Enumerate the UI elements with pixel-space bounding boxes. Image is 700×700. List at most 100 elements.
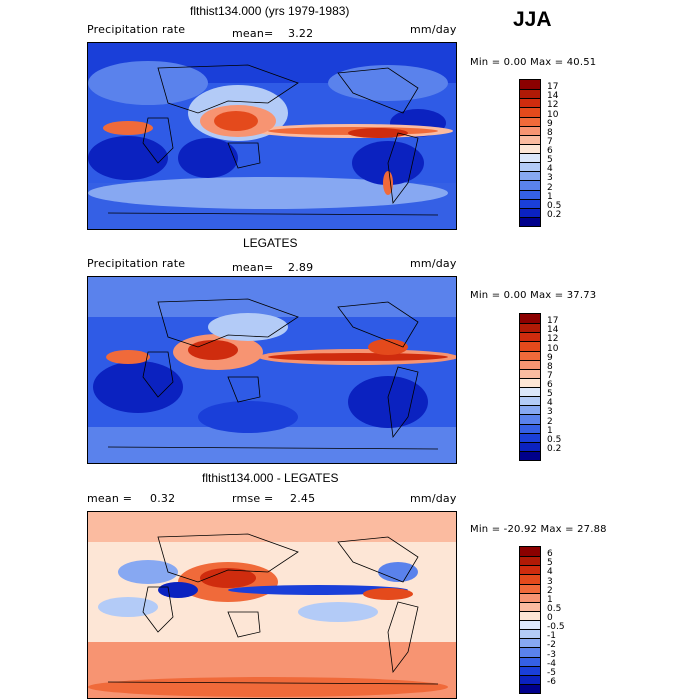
panel-2-title: LEGATES — [243, 236, 298, 250]
colorbar-tick-label: 0.5 — [547, 603, 562, 614]
colorbar-tick-label: 12 — [547, 100, 559, 111]
colorbar-swatch — [520, 450, 540, 460]
colorbar-swatch — [520, 683, 540, 693]
panel-1-title: flthist134.000 (yrs 1979-1983) — [190, 4, 350, 18]
colorbar-tick-label: 4 — [547, 398, 553, 409]
colorbar-tick-label: 0.2 — [547, 209, 562, 220]
colorbar-swatch — [520, 414, 540, 424]
panel-2-mean-label: mean= — [232, 261, 274, 274]
colorbar-swatch — [520, 80, 540, 90]
colorbar-swatch — [520, 592, 540, 602]
colorbar-tick-label: -0.5 — [547, 622, 565, 633]
colorbar-swatch — [520, 216, 540, 226]
colorbar-swatch — [520, 107, 540, 117]
colorbar-swatch — [520, 629, 540, 639]
panel-3-colorbar — [519, 546, 541, 694]
colorbar-swatch — [520, 332, 540, 342]
colorbar-tick-label: -6 — [547, 676, 556, 687]
colorbar-tick-label: 2 — [547, 182, 553, 193]
colorbar-tick-label: 8 — [547, 361, 553, 372]
colorbar-tick-label: 3 — [547, 576, 553, 587]
colorbar-tick-label: 0.5 — [547, 200, 562, 211]
colorbar-swatch — [520, 153, 540, 163]
colorbar-swatch — [520, 189, 540, 199]
colorbar-swatch — [520, 556, 540, 566]
panel-3-title: flthist134.000 - LEGATES — [202, 471, 339, 485]
colorbar-swatch — [520, 610, 540, 620]
colorbar-swatch — [520, 125, 540, 135]
colorbar-swatch — [520, 432, 540, 442]
colorbar-tick-label: 2 — [547, 416, 553, 427]
colorbar-tick-label: 0.2 — [547, 443, 562, 454]
colorbar-tick-label: 5 — [547, 155, 553, 166]
colorbar-tick-label: -4 — [547, 658, 556, 669]
colorbar-tick-label: 0 — [547, 613, 553, 623]
panel-2-variable-label: Precipitation rate — [87, 257, 186, 270]
panel-1-colorbar — [519, 79, 541, 227]
colorbar-swatch — [520, 368, 540, 378]
colorbar-tick-label: 9 — [547, 118, 553, 129]
colorbar-tick-label: 17 — [547, 82, 559, 93]
panel-2-map — [87, 276, 457, 464]
colorbar-tick-label: 17 — [547, 316, 559, 327]
colorbar-swatch — [520, 180, 540, 190]
colorbar-swatch — [520, 647, 540, 657]
panel-1-map-field — [88, 43, 456, 229]
colorbar-swatch — [520, 359, 540, 369]
colorbar-swatch — [520, 565, 540, 575]
colorbar-swatch — [520, 198, 540, 208]
colorbar-swatch — [520, 405, 540, 415]
colorbar-tick-label: -5 — [547, 667, 556, 678]
colorbar-tick-label: -2 — [547, 640, 556, 651]
panel-1-variable-label: Precipitation rate — [87, 23, 186, 36]
colorbar-swatch — [520, 396, 540, 406]
colorbar-tick-label: 8 — [547, 127, 553, 138]
panel-3-units: mm/day — [410, 492, 457, 505]
colorbar-tick-label: 1 — [547, 191, 553, 202]
colorbar-tick-label: 3 — [547, 407, 553, 418]
colorbar-swatch — [520, 162, 540, 172]
panel-3-rmse-label: rmse = — [232, 492, 274, 505]
colorbar-swatch — [520, 377, 540, 387]
colorbar-tick-label: 12 — [547, 334, 559, 345]
panel-1-units: mm/day — [410, 23, 457, 36]
colorbar-tick-label: 7 — [547, 136, 553, 147]
colorbar-tick-label: 6 — [547, 146, 553, 156]
colorbar-tick-label: -1 — [547, 631, 556, 642]
panel-3-mean-value: 0.32 — [150, 492, 176, 505]
panel-3-rmse-value: 2.45 — [290, 492, 316, 505]
colorbar-swatch — [520, 656, 540, 666]
panel-1-map — [87, 42, 457, 230]
colorbar-swatch — [520, 674, 540, 684]
panel-3-minmax: Min = -20.92 Max = 27.88 — [470, 524, 607, 535]
colorbar-tick-label: 5 — [547, 558, 553, 569]
panel-3-map — [87, 511, 457, 699]
season-label: JJA — [513, 8, 552, 31]
colorbar-tick-label: 9 — [547, 352, 553, 363]
panel-1-mean-label: mean= — [232, 27, 274, 40]
colorbar-swatch — [520, 350, 540, 360]
colorbar-swatch — [520, 89, 540, 99]
colorbar-tick-label: 5 — [547, 389, 553, 400]
colorbar-tick-label: 1 — [547, 425, 553, 436]
colorbar-swatch — [520, 441, 540, 451]
colorbar-tick-label: -3 — [547, 649, 556, 660]
colorbar-tick-label: 1 — [547, 594, 553, 605]
colorbar-swatch — [520, 207, 540, 217]
colorbar-swatch — [520, 547, 540, 557]
colorbar-swatch — [520, 638, 540, 648]
colorbar-swatch — [520, 314, 540, 324]
colorbar-tick-label: 2 — [547, 585, 553, 596]
colorbar-tick-label: 3 — [547, 173, 553, 184]
colorbar-swatch — [520, 583, 540, 593]
colorbar-swatch — [520, 134, 540, 144]
colorbar-tick-label: 7 — [547, 370, 553, 381]
colorbar-swatch — [520, 341, 540, 351]
colorbar-swatch — [520, 387, 540, 397]
colorbar-swatch — [520, 143, 540, 153]
panel-3-mean-label: mean = — [87, 492, 133, 505]
colorbar-tick-label: 0.5 — [547, 434, 562, 445]
colorbar-swatch — [520, 171, 540, 181]
colorbar-swatch — [520, 323, 540, 333]
colorbar-swatch — [520, 620, 540, 630]
